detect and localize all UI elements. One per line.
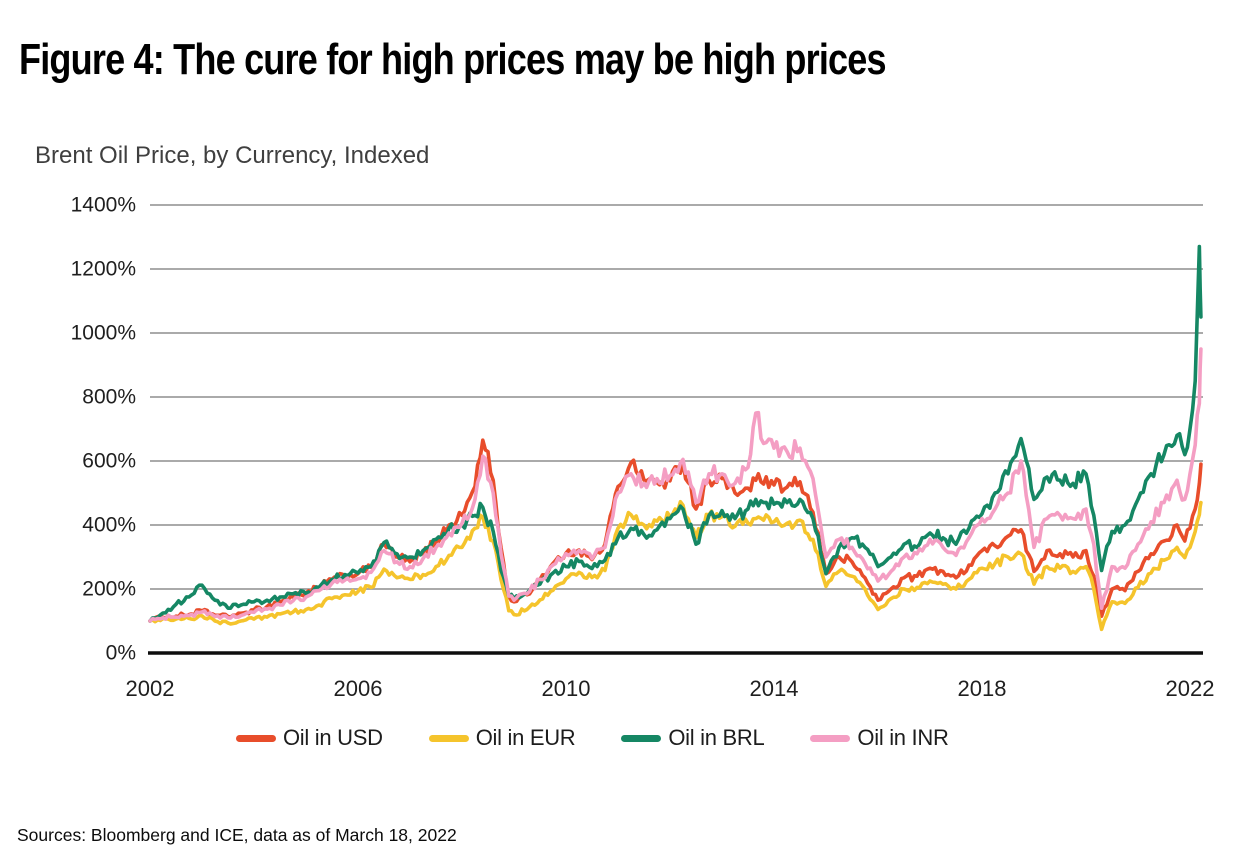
y-tick-label: 1000% bbox=[71, 322, 136, 345]
legend-label: Oil in INR bbox=[857, 725, 949, 750]
y-tick-label: 800% bbox=[82, 386, 136, 409]
x-tick-label: 2006 bbox=[334, 676, 383, 701]
legend-label: Oil in USD bbox=[283, 725, 383, 750]
x-tick-label: 2018 bbox=[958, 676, 1007, 701]
legend-label: Oil in EUR bbox=[475, 725, 576, 750]
eur-line-swatch-icon bbox=[428, 734, 469, 742]
series-line-oil-in-inr bbox=[148, 347, 1203, 623]
y-tick-label: 1200% bbox=[71, 258, 136, 281]
y-tick-label: 200% bbox=[82, 578, 136, 601]
series-line-oil-in-brl bbox=[148, 244, 1203, 623]
inr-line-swatch-icon bbox=[810, 734, 851, 742]
legend-item-oil-in-eur: Oil in EUR bbox=[428, 725, 576, 751]
legend-item-oil-in-brl: Oil in BRL bbox=[621, 725, 765, 751]
figure-title: Figure 4: The cure for high prices may b… bbox=[19, 35, 887, 85]
legend-label: Oil in BRL bbox=[668, 725, 765, 750]
usd-line-swatch-icon bbox=[236, 734, 276, 742]
x-tick-label: 2002 bbox=[126, 676, 175, 701]
y-tick-label: 0% bbox=[106, 642, 136, 665]
x-tick-label: 2014 bbox=[750, 676, 799, 701]
x-tick-label: 2022 bbox=[1166, 676, 1215, 701]
y-tick-label: 600% bbox=[82, 450, 136, 473]
y-tick-label: 1400% bbox=[71, 194, 136, 217]
brl-line-swatch-icon bbox=[621, 734, 662, 742]
legend-item-oil-in-usd: Oil in USD bbox=[236, 725, 383, 751]
chart-subtitle: Brent Oil Price, by Currency, Indexed bbox=[35, 142, 430, 169]
x-tick-label: 2010 bbox=[542, 676, 591, 701]
y-tick-label: 400% bbox=[82, 514, 136, 537]
sources-line: Sources: Bloomberg and ICE, data as of M… bbox=[17, 825, 457, 845]
chart-legend: Oil in USD Oil in EUR Oil in BRL Oil in … bbox=[236, 725, 949, 751]
legend-item-oil-in-inr: Oil in INR bbox=[810, 725, 949, 751]
